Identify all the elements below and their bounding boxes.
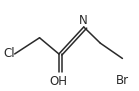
Text: Br: Br	[116, 74, 129, 87]
Text: Cl: Cl	[3, 47, 15, 60]
Text: N: N	[79, 14, 88, 27]
Text: OH: OH	[50, 75, 68, 88]
